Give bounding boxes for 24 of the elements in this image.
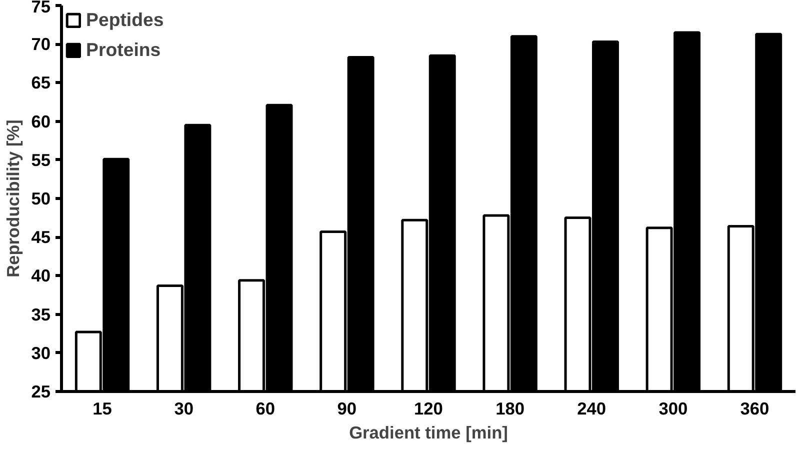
y-tick-label: 55 (31, 150, 51, 170)
y-tick-label: 25 (31, 382, 51, 402)
y-tick-label: 30 (31, 342, 51, 363)
x-tick-label: 240 (577, 398, 606, 418)
x-tick-label: 120 (414, 398, 443, 418)
x-tick-label: 30 (174, 398, 194, 418)
y-tick-label: 45 (31, 227, 51, 248)
y-tick-label: 75 (31, 0, 51, 16)
y-tick-label: 65 (31, 72, 51, 93)
y-tick-label: 50 (31, 188, 51, 208)
x-tick-label: 15 (92, 398, 112, 418)
x-tick-label: 360 (740, 398, 770, 418)
legend-label: Proteins (86, 39, 161, 61)
x-tick-label: 300 (658, 398, 688, 418)
y-tick-label: 60 (31, 111, 51, 132)
legend-label: Peptides (86, 9, 164, 31)
x-axis-title: Gradient time [min] (349, 422, 508, 442)
x-tick-label: 180 (496, 398, 525, 418)
y-tick-label: 70 (31, 34, 51, 54)
x-tick-label: 90 (337, 398, 357, 418)
x-tick-label: 60 (256, 398, 276, 418)
y-tick-label: 40 (31, 266, 51, 286)
y-tick-label: 35 (31, 304, 51, 324)
y-axis-title: Reproducibility [%] (3, 120, 24, 278)
